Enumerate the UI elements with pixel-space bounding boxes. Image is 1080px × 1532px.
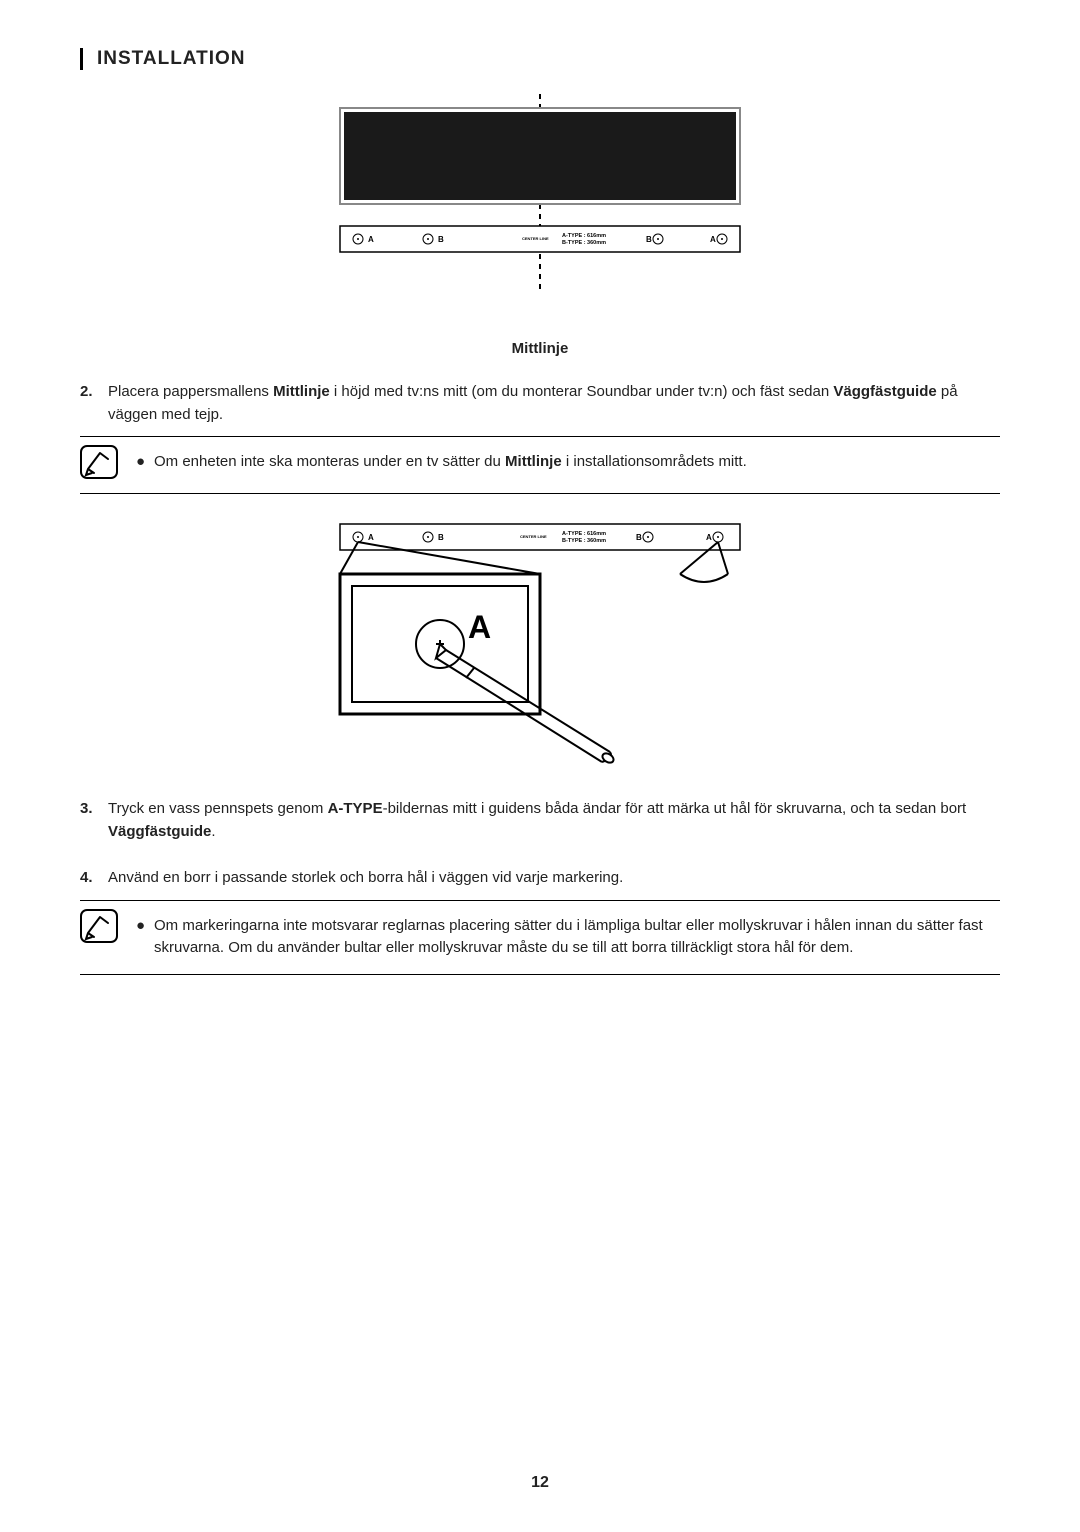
step-2-body: Placera pappersmallens Mittlinje i höjd … [108,381,1000,426]
step3-text-2: -bildernas mitt i guidens båda ändar för… [383,800,967,817]
step3-bold-3: Väggfästguide [108,823,211,840]
note-icon [80,445,118,479]
bullet-dot: ● [136,915,148,960]
section-title: INSTALLATION [97,48,1000,70]
note-block-2: ● Om markeringarna inte motsvarar reglar… [80,900,1000,975]
bullet-dot: ● [136,451,148,474]
step3-text-4: . [211,823,215,840]
page-number: 12 [0,1474,1080,1492]
step2-bold-1: Mittlinje [273,383,330,400]
note1-bold-1: Mittlinje [505,453,562,470]
step3-bold-1: A-TYPE [328,800,383,817]
svg-text:A: A [706,533,712,542]
step-4: 4. Använd en borr i passande storlek och… [80,867,1000,890]
section-header: INSTALLATION [80,48,1000,70]
step2-text-0: Placera pappersmallens [108,383,273,400]
step2-text-2: i höjd med tv:ns mitt (om du monterar So… [330,383,834,400]
figure1-caption: Mittlinje [80,340,1000,357]
svg-text:B: B [636,533,642,542]
step-2-number: 2. [80,381,100,426]
step-4-number: 4. [80,867,100,890]
guide-label-B-right: B [646,235,652,244]
guide-center-label: CENTER LINE [522,236,549,241]
note-block-1: ● Om enheten inte ska monteras under en … [80,436,1000,494]
svg-text:B-TYPE : 360mm: B-TYPE : 360mm [562,538,606,544]
note1-text-0: Om enheten inte ska monteras under en tv… [154,453,505,470]
step-3-number: 3. [80,798,100,843]
figure2-svg: A B CENTER LINE A-TYPE : 616mm B-TYPE : … [320,514,760,774]
note2-text: Om markeringarna inte motsvarar reglarna… [154,915,1000,960]
step2-bold-3: Väggfästguide [833,383,936,400]
guide-btype-label: B-TYPE : 360mm [562,240,606,246]
note-2-body: ● Om markeringarna inte motsvarar reglar… [136,915,1000,960]
note-icon [80,909,118,943]
svg-text:A-TYPE : 616mm: A-TYPE : 616mm [562,531,606,537]
figure-pen-mark: A B CENTER LINE A-TYPE : 616mm B-TYPE : … [80,514,1000,774]
step-2: 2. Placera pappersmallens Mittlinje i hö… [80,381,1000,426]
guide-atype-label: A-TYPE : 616mm [562,233,606,239]
guide-label-A-left: A [368,235,374,244]
step-3: 3. Tryck en vass pennspets genom A-TYPE-… [80,798,1000,843]
figure-tv-centerline: A B CENTER LINE A-TYPE : 616mm B-TYPE : … [80,94,1000,324]
step3-text-0: Tryck en vass pennspets genom [108,800,328,817]
svg-text:A: A [368,533,374,542]
figure1-svg: A B CENTER LINE A-TYPE : 616mm B-TYPE : … [300,94,780,324]
step-4-body: Använd en borr i passande storlek och bo… [108,867,1000,890]
note-1-body: ● Om enheten inte ska monteras under en … [136,451,1000,474]
figure2-bigA: A [468,609,491,645]
note1-text-2: i installationsområdets mitt. [562,453,747,470]
svg-text:B: B [438,533,444,542]
svg-text:CENTER LINE: CENTER LINE [520,534,547,539]
guide-label-A-right: A [710,235,716,244]
step-3-body: Tryck en vass pennspets genom A-TYPE-bil… [108,798,1000,843]
guide-label-B-left: B [438,235,444,244]
